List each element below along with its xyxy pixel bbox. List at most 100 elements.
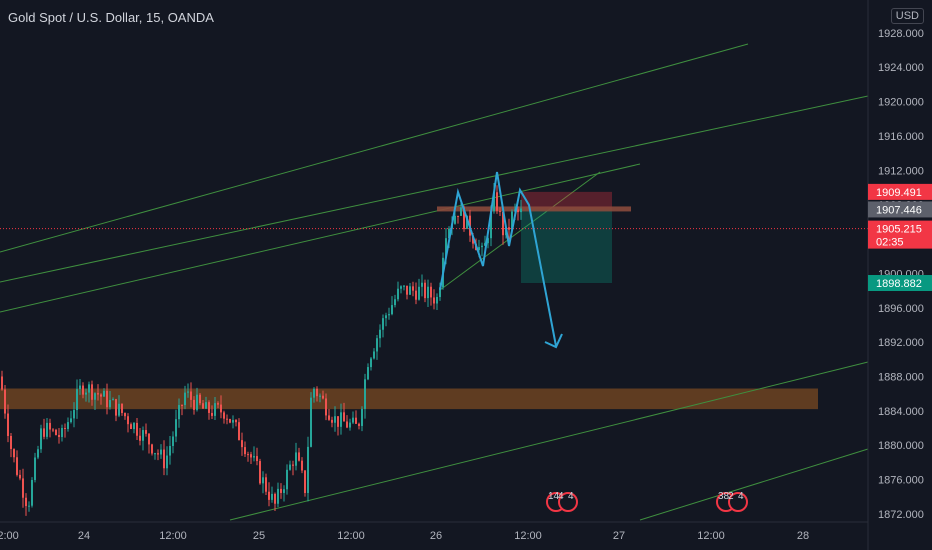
channel-line [639, 448, 869, 521]
candle-body [511, 211, 513, 230]
candle-body [358, 423, 360, 426]
candle-body [190, 391, 192, 400]
countdown-timer: 02:35 [876, 237, 904, 249]
candle-body [154, 453, 156, 455]
candle-body [178, 405, 180, 420]
candle-body [4, 389, 6, 414]
candle-body [40, 428, 42, 450]
candle-body [130, 424, 132, 430]
currency-button[interactable]: USD [890, 8, 924, 24]
candle-body [136, 422, 138, 436]
candles [1, 183, 522, 516]
candle-body [124, 413, 126, 417]
candle-body [7, 413, 9, 436]
candle-body [211, 412, 213, 416]
candle-body [487, 238, 489, 244]
candle-body [109, 400, 111, 408]
candle-body [280, 488, 282, 493]
event-count: 4 [558, 491, 564, 502]
candle-body [61, 428, 63, 437]
symbol-title[interactable]: Gold Spot / U.S. Dollar, 15, OANDA [8, 10, 214, 25]
candle-body [55, 429, 57, 435]
candle-body [70, 418, 72, 423]
price-label [868, 183, 932, 200]
candle-body [286, 469, 288, 490]
candle-body [466, 215, 468, 229]
time-axis-tick: 28 [797, 530, 809, 542]
candle-body [472, 235, 474, 244]
candle-body [337, 416, 339, 427]
candle-body [94, 393, 96, 400]
candle-body [478, 247, 480, 251]
candle-body [217, 403, 219, 405]
candle-body [46, 422, 48, 437]
candle-body [340, 412, 342, 427]
price-axis-tick: 1912.000 [878, 165, 924, 177]
candle-body [349, 422, 351, 428]
candle-body [256, 456, 258, 462]
arrow-head [544, 333, 563, 349]
candle-body [424, 282, 426, 299]
candle-body [118, 403, 120, 416]
candle-body [301, 460, 303, 471]
candle-body [181, 405, 183, 407]
candle-body [433, 297, 435, 304]
candle-body [28, 505, 30, 507]
time-axis-tick: 25 [253, 530, 265, 542]
candle-body [187, 391, 189, 393]
candle-body [493, 192, 495, 212]
candle-body [103, 390, 105, 397]
entry-bar [437, 206, 631, 212]
price-axis-tick: 1920.000 [878, 97, 924, 109]
candle-body [148, 433, 150, 445]
candle-body [151, 444, 153, 454]
candle-body [37, 449, 39, 458]
candle-body [262, 477, 264, 484]
candle-body [319, 395, 321, 397]
time-axis-tick: 24 [78, 530, 90, 542]
price-label [868, 275, 932, 292]
candle-body [481, 245, 483, 248]
take-profit-zone [521, 209, 612, 284]
candle-body [328, 415, 330, 420]
candle-body [385, 315, 387, 319]
price-axis-tick: 1884.000 [878, 406, 924, 418]
candle-body [316, 388, 318, 397]
time-axis-tick: 26 [430, 530, 442, 542]
candle-body [226, 418, 228, 420]
candle-body [49, 422, 51, 430]
candle-body [499, 210, 501, 212]
channel-line [439, 171, 601, 291]
candle-body [238, 422, 240, 441]
price-label-value: 1905.215 [876, 224, 922, 236]
candle-body [166, 455, 168, 469]
candle-body [439, 287, 441, 297]
pattern-drawing [439, 171, 557, 347]
candle-body [379, 329, 381, 339]
candle-body [403, 285, 405, 287]
candle-body [460, 207, 462, 216]
candle-body [496, 192, 498, 211]
candle-body [88, 384, 90, 393]
candle-body [382, 318, 384, 330]
price-axis-tick: 1896.000 [878, 303, 924, 315]
candle-body [208, 402, 210, 413]
channel-line [229, 361, 869, 521]
event-count: 2 [728, 491, 734, 502]
candle-body [259, 461, 261, 484]
candle-body [331, 419, 333, 423]
candle-body [145, 430, 147, 434]
candle-body [241, 440, 243, 448]
candle-body [418, 286, 420, 300]
candle-body [175, 419, 177, 437]
candle-body [76, 389, 78, 411]
candle-body [184, 392, 186, 406]
candle-body [502, 211, 504, 236]
time-axis-tick: 12:00 [514, 530, 542, 542]
candle-body [133, 422, 135, 430]
channel-line [0, 163, 641, 313]
price-axis-tick: 1892.000 [878, 337, 924, 349]
candle-body [223, 412, 225, 419]
candle-body [199, 394, 201, 404]
